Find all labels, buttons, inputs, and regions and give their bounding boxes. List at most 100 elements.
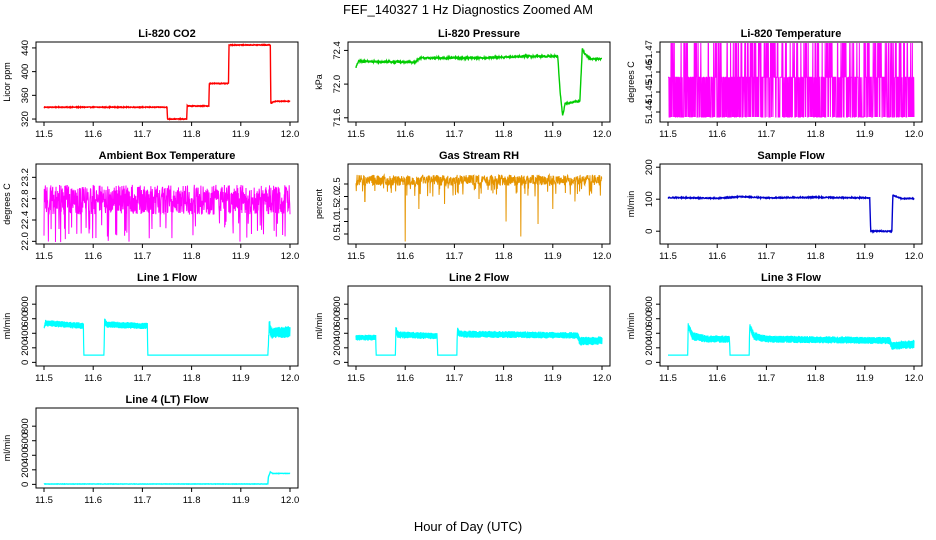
series-line — [668, 323, 915, 356]
y-tick-label: 400 — [644, 325, 655, 341]
y-axis-label: ml/min — [314, 313, 324, 340]
x-tick-label: 12.0 — [281, 251, 300, 262]
x-tick-label: 11.9 — [232, 129, 250, 140]
x-tick-label: 11.8 — [495, 129, 513, 140]
series-group — [668, 43, 915, 118]
panel-title: Line 4 (LT) Flow — [126, 394, 209, 406]
x-tick-label: 12.0 — [281, 373, 300, 384]
y-tick-label: 600 — [644, 311, 655, 327]
x-tick-label: 11.9 — [232, 373, 250, 384]
x-tick-label: 11.8 — [495, 251, 513, 262]
y-tick-label: 800 — [644, 296, 655, 312]
plot-frame — [659, 41, 923, 123]
y-axis-label: ml/min — [2, 313, 12, 340]
x-tick-label: 11.9 — [232, 251, 250, 262]
y-tick-label: 200 — [332, 340, 343, 356]
x-tick-label: 11.5 — [35, 129, 53, 140]
figure-title: FEF_140327 1 Hz Diagnostics Zoomed AM — [343, 2, 593, 17]
y-tick-label: 400 — [332, 325, 343, 341]
x-tick-label: 11.8 — [495, 373, 513, 384]
panel-2: Li-820 Pressure kPa 11.5 11.6 11.7 11.8 11.9 12… — [314, 28, 611, 140]
x-tick-label: 11.5 — [659, 373, 677, 384]
series-group — [43, 43, 291, 121]
panel-title: Line 1 Flow — [137, 272, 197, 284]
x-tick-label: 11.9 — [544, 251, 562, 262]
series-group — [355, 327, 603, 356]
series-group — [668, 323, 915, 356]
series-group — [43, 184, 291, 243]
y-tick-label: 200 — [644, 340, 655, 356]
y-tick-label: 400 — [20, 325, 31, 341]
panels-group: Li-820 CO2 Licor ppm 11.5 11.6 11.7 11.8 11.9 1… — [2, 28, 923, 506]
x-tick-label: 11.6 — [84, 373, 102, 384]
x-tick-label: 11.5 — [347, 251, 365, 262]
x-tick-label: 11.9 — [856, 129, 874, 140]
panel-5: Gas Stream RH percent 11.5 11.6 11.7 11.8 11.9… — [314, 150, 611, 262]
panel-9: Line 3 Flow ml/min 11.5 11.6 11.7 11.8 11.9 12.… — [626, 272, 923, 384]
y-tick-label: 200 — [20, 462, 31, 478]
x-tick-label: 11.5 — [347, 129, 365, 140]
y-axis-label: Licor ppm — [2, 62, 12, 102]
y-tick-label: 400 — [20, 64, 31, 80]
y-tick-label: 0 — [644, 229, 655, 234]
panel-title: Gas Stream RH — [439, 150, 519, 162]
x-tick-label: 12.0 — [905, 251, 924, 262]
panel-4: Ambient Box Temperature degrees C 11.5 11.6… — [2, 150, 299, 262]
y-tick-label: 51.46 — [644, 60, 655, 84]
y-tick-label: 2.5 — [332, 177, 343, 190]
y-tick-label: 800 — [20, 418, 31, 434]
series-group — [43, 470, 291, 486]
x-tick-label: 11.6 — [84, 251, 102, 262]
x-tick-label: 11.7 — [446, 129, 464, 140]
plot-frame — [35, 163, 299, 245]
y-tick-label: 0 — [20, 360, 31, 365]
y-tick-label: 0 — [644, 360, 655, 365]
y-tick-label: 440 — [20, 40, 31, 56]
x-tick-label: 12.0 — [281, 129, 300, 140]
plot-frame — [35, 285, 299, 367]
series-line — [43, 43, 291, 121]
x-tick-label: 11.8 — [807, 129, 825, 140]
series-group — [43, 318, 291, 356]
y-tick-label: 0 — [20, 482, 31, 487]
x-tick-label: 11.5 — [35, 251, 53, 262]
y-tick-label: 22.8 — [20, 189, 31, 208]
plot-frame — [659, 163, 923, 245]
x-tick-label: 11.6 — [708, 251, 726, 262]
x-tick-label: 12.0 — [593, 129, 612, 140]
x-tick-label: 11.5 — [659, 129, 677, 140]
y-tick-label: 800 — [332, 296, 343, 312]
series-line — [668, 43, 915, 118]
series-line — [43, 470, 291, 486]
x-tick-label: 11.6 — [396, 251, 414, 262]
x-tick-label: 11.8 — [183, 495, 201, 506]
series-line — [355, 172, 603, 242]
panel-title: Line 2 Flow — [449, 272, 509, 284]
x-tick-label: 11.7 — [446, 251, 464, 262]
x-tick-label: 11.8 — [807, 373, 825, 384]
x-tick-label: 11.6 — [708, 129, 726, 140]
panel-title: Li-820 Temperature — [741, 28, 842, 40]
x-tick-label: 11.7 — [758, 373, 776, 384]
plot-frame — [347, 285, 611, 367]
y-tick-label: 600 — [20, 433, 31, 449]
series-group — [355, 172, 603, 242]
series-line — [355, 327, 603, 356]
y-tick-label: 72.4 — [332, 41, 343, 60]
y-tick-label: 51.47 — [644, 40, 655, 64]
panel-7: Line 1 Flow ml/min 11.5 11.6 11.7 11.8 11.9 12.… — [2, 272, 299, 384]
y-tick-label: 200 — [20, 340, 31, 356]
y-tick-label: 200 — [644, 159, 655, 175]
x-tick-label: 11.7 — [134, 373, 152, 384]
x-tick-label: 11.6 — [84, 495, 102, 506]
y-axis-label: percent — [314, 188, 324, 219]
x-tick-label: 11.6 — [396, 373, 414, 384]
panel-title: Sample Flow — [757, 150, 825, 162]
y-tick-label: 72.0 — [332, 75, 343, 94]
x-tick-label: 11.6 — [396, 129, 414, 140]
plot-frame — [347, 163, 611, 245]
x-tick-label: 11.5 — [35, 373, 53, 384]
x-tick-label: 11.7 — [446, 373, 464, 384]
plot-frame — [35, 407, 299, 489]
